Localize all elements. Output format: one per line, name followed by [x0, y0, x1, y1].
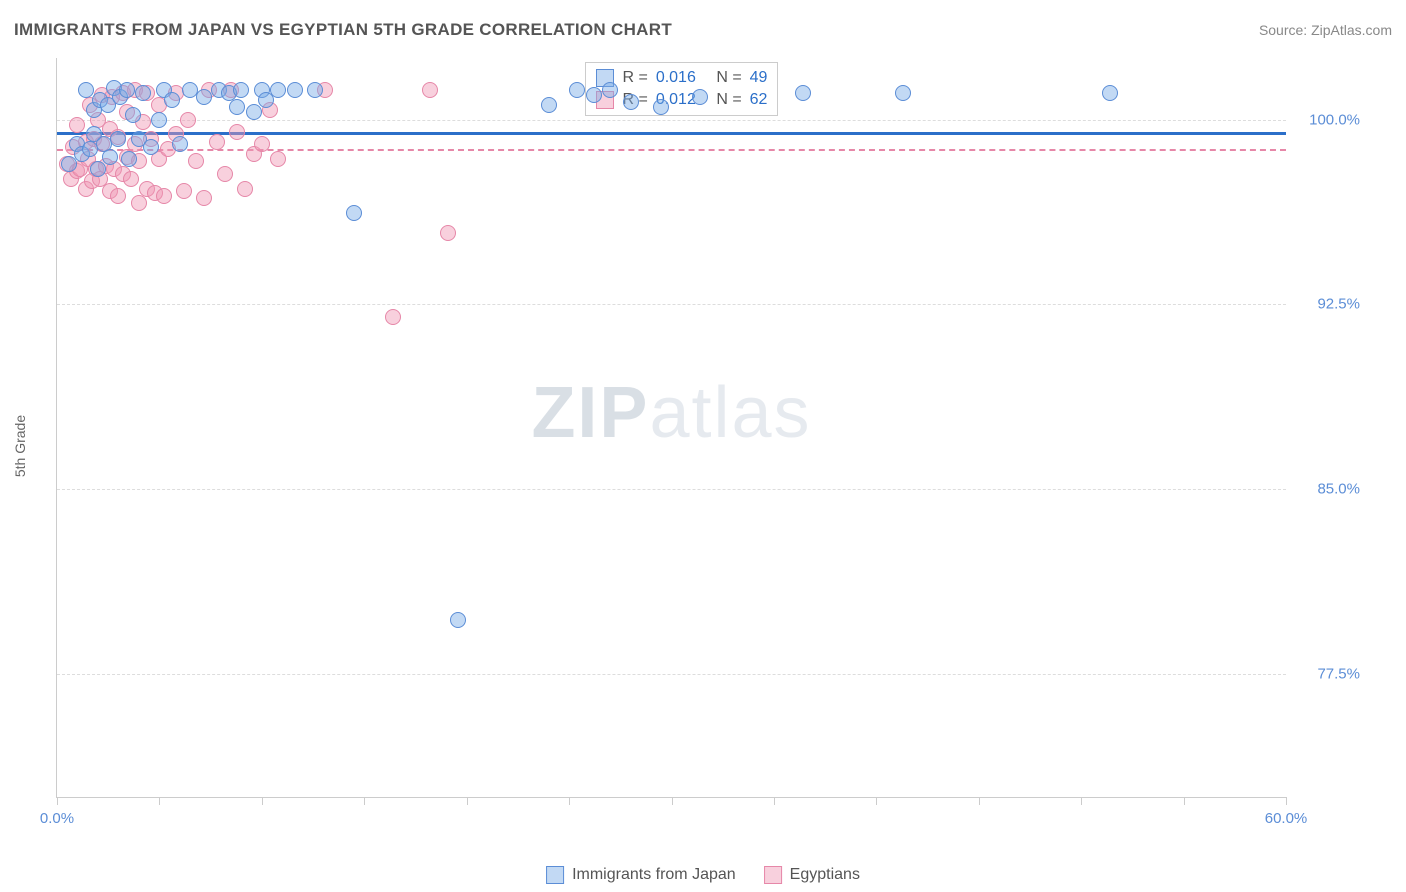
legend-label-pink: Egyptians — [790, 866, 860, 884]
watermark-bold: ZIP — [531, 373, 649, 453]
data-point-pink — [156, 188, 172, 204]
n-value-pink: 62 — [750, 91, 768, 109]
gridline — [57, 304, 1286, 305]
data-point-pink — [123, 171, 139, 187]
legend-label-blue: Immigrants from Japan — [572, 866, 736, 884]
swatch-blue-icon — [546, 866, 564, 884]
x-tick-label: 60.0% — [1265, 810, 1308, 827]
data-point-pink — [110, 188, 126, 204]
n-value-blue: 49 — [750, 69, 768, 87]
data-point-blue — [602, 82, 618, 98]
data-point-blue — [653, 99, 669, 115]
x-tick — [1081, 797, 1082, 805]
r-value-blue: 0.016 — [656, 69, 696, 87]
x-tick — [569, 797, 570, 805]
y-tick-label: 85.0% — [1317, 481, 1360, 498]
data-point-pink — [69, 117, 85, 133]
stat-row-blue: R = 0.016 N = 49 — [596, 67, 767, 89]
watermark-thin: atlas — [649, 373, 811, 453]
data-point-blue — [586, 87, 602, 103]
data-point-pink — [131, 195, 147, 211]
data-point-blue — [125, 107, 141, 123]
x-tick — [672, 797, 673, 805]
data-point-blue — [450, 612, 466, 628]
trend-line-pink — [57, 149, 1286, 151]
data-point-pink — [196, 190, 212, 206]
y-tick-label: 100.0% — [1309, 111, 1360, 128]
data-point-blue — [541, 97, 557, 113]
data-point-blue — [121, 151, 137, 167]
data-point-pink — [229, 124, 245, 140]
data-point-pink — [237, 181, 253, 197]
x-tick — [1184, 797, 1185, 805]
legend-item-pink: Egyptians — [764, 866, 860, 884]
data-point-blue — [895, 85, 911, 101]
data-point-pink — [188, 153, 204, 169]
data-point-blue — [233, 82, 249, 98]
bottom-legend: Immigrants from Japan Egyptians — [546, 866, 860, 884]
y-tick-label: 92.5% — [1317, 296, 1360, 313]
data-point-pink — [217, 166, 233, 182]
data-point-pink — [385, 309, 401, 325]
swatch-pink-icon — [764, 866, 782, 884]
data-point-pink — [440, 225, 456, 241]
data-point-blue — [119, 82, 135, 98]
r-label: R = — [622, 69, 647, 87]
data-point-blue — [229, 99, 245, 115]
data-point-blue — [795, 85, 811, 101]
x-tick — [774, 797, 775, 805]
y-tick-label: 77.5% — [1317, 665, 1360, 682]
n-label: N = — [716, 69, 741, 87]
x-tick — [979, 797, 980, 805]
data-point-blue — [287, 82, 303, 98]
data-point-blue — [692, 89, 708, 105]
x-tick — [876, 797, 877, 805]
watermark: ZIPatlas — [531, 372, 811, 454]
y-axis-label: 5th Grade — [12, 415, 28, 477]
data-point-blue — [135, 85, 151, 101]
data-point-blue — [172, 136, 188, 152]
data-point-blue — [307, 82, 323, 98]
data-point-pink — [422, 82, 438, 98]
data-point-pink — [176, 183, 192, 199]
data-point-blue — [143, 139, 159, 155]
data-point-blue — [1102, 85, 1118, 101]
x-tick — [364, 797, 365, 805]
data-point-blue — [110, 131, 126, 147]
data-point-pink — [209, 134, 225, 150]
gridline — [57, 674, 1286, 675]
data-point-blue — [569, 82, 585, 98]
n-label: N = — [716, 91, 741, 109]
x-tick — [57, 797, 58, 805]
data-point-blue — [270, 82, 286, 98]
data-point-blue — [346, 205, 362, 221]
data-point-pink — [254, 136, 270, 152]
source-label: Source: ZipAtlas.com — [1259, 22, 1392, 38]
data-point-blue — [246, 104, 262, 120]
data-point-blue — [102, 149, 118, 165]
data-point-blue — [623, 94, 639, 110]
x-tick — [467, 797, 468, 805]
gridline — [57, 120, 1286, 121]
data-point-blue — [164, 92, 180, 108]
x-tick — [262, 797, 263, 805]
data-point-blue — [78, 82, 94, 98]
x-tick-label: 0.0% — [40, 810, 74, 827]
data-point-pink — [180, 112, 196, 128]
data-point-blue — [151, 112, 167, 128]
x-tick — [1286, 797, 1287, 805]
page-title: IMMIGRANTS FROM JAPAN VS EGYPTIAN 5TH GR… — [14, 20, 672, 40]
legend-item-blue: Immigrants from Japan — [546, 866, 736, 884]
x-tick — [159, 797, 160, 805]
gridline — [57, 489, 1286, 490]
data-point-blue — [90, 161, 106, 177]
data-point-pink — [270, 151, 286, 167]
scatter-chart: ZIPatlas R = 0.016 N = 49 R = 0.012 N = … — [56, 58, 1286, 798]
